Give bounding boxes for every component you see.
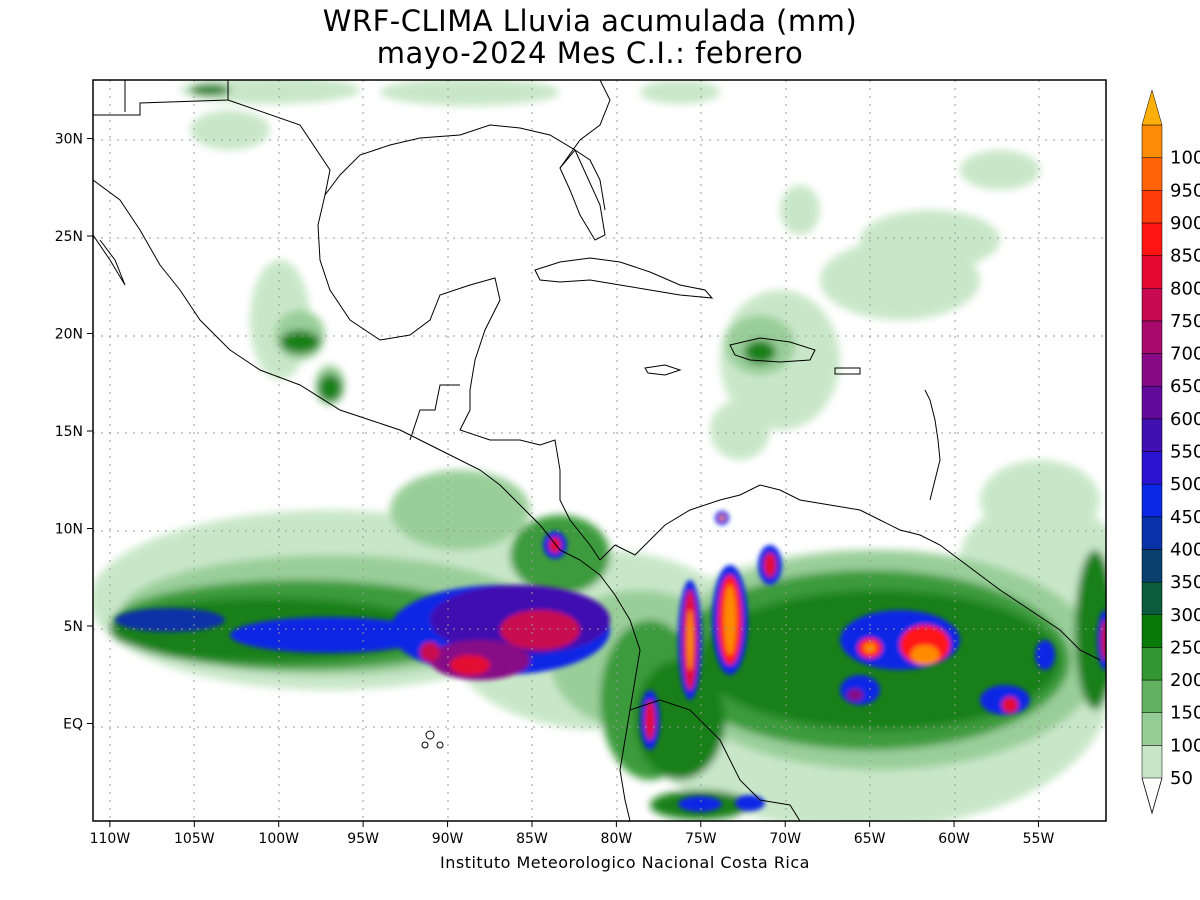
colorbar-segment <box>1141 483 1163 518</box>
colorbar-label: 400 <box>1170 539 1200 560</box>
lon-tick-label: 85W <box>516 831 548 847</box>
lat-tick-label: 25N <box>55 229 83 245</box>
lon-tick-label: 95W <box>347 831 379 847</box>
colorbar-segment <box>1141 320 1163 354</box>
lon-tick-label: 90W <box>432 831 464 847</box>
lat-tick-label: 10N <box>55 522 83 538</box>
colorbar-segment <box>1141 190 1163 224</box>
colorbar-label: 850 <box>1170 246 1200 267</box>
colorbar-segment <box>1141 581 1163 615</box>
colorbar-label: 150 <box>1170 703 1200 724</box>
lon-tick-label: 100W <box>258 831 299 847</box>
colorbar-label: 450 <box>1170 507 1200 528</box>
lat-tick-label: 30N <box>55 132 83 148</box>
colorbar-segment <box>1141 712 1163 746</box>
lat-tick-label: 15N <box>55 424 83 440</box>
colorbar-segment <box>1141 516 1163 550</box>
colorbar-segment <box>1141 222 1163 256</box>
colorbar-segment <box>1141 614 1163 648</box>
colorbar-label: 300 <box>1170 605 1200 626</box>
colorbar-label: 550 <box>1170 442 1200 463</box>
colorbar-segment <box>1141 353 1163 387</box>
plot-frame <box>92 79 1107 822</box>
lon-tick-label: 55W <box>1023 831 1055 847</box>
colorbar-segment <box>1141 549 1163 583</box>
colorbar-label: 600 <box>1170 409 1200 430</box>
latitude-axis: 30N 25N 20N 15N 10N 5N EQ <box>55 132 93 733</box>
colorbar-segment <box>1141 647 1163 681</box>
longitude-axis: 110W 105W 100W 95W 90W 85W 80W 75W 70W 65W 60W 55W <box>90 821 1055 847</box>
colorbar-max-arrow <box>1141 89 1163 126</box>
colorbar-label: 50 <box>1170 768 1193 789</box>
lon-tick-label: 110W <box>90 831 131 847</box>
colorbar-segment <box>1141 385 1163 420</box>
colorbar-segment <box>1141 451 1163 485</box>
colorbar-label: 800 <box>1170 278 1200 299</box>
colorbar-segment <box>1141 255 1163 289</box>
map-grid <box>93 80 1106 821</box>
lon-tick-label: 105W <box>174 831 215 847</box>
colorbar-segment <box>1141 418 1163 452</box>
colorbar-label: 350 <box>1170 572 1200 593</box>
lon-tick-label: 65W <box>854 831 886 847</box>
lat-tick-label: 5N <box>64 619 83 635</box>
credit-text: Instituto Meteorologico Nacional Costa R… <box>440 853 810 872</box>
colorbar-label: 900 <box>1170 213 1200 234</box>
colorbar-label: 700 <box>1170 344 1200 365</box>
colorbar-label: 250 <box>1170 637 1200 658</box>
colorbar-label: 950 <box>1170 180 1200 201</box>
colorbar-label: 750 <box>1170 311 1200 332</box>
colorbar-label: 1000 <box>1170 148 1200 169</box>
lat-tick-label: EQ <box>63 717 83 733</box>
colorbar-segment <box>1141 157 1163 191</box>
coastlines <box>93 80 1101 821</box>
precipitation-field <box>93 80 1106 821</box>
map-title-line1: WRF-CLIMA Lluvia acumulada (mm) <box>322 4 858 38</box>
lon-tick-label: 70W <box>769 831 801 847</box>
colorbar-segment <box>1141 124 1163 158</box>
colorbar-segment <box>1141 745 1163 779</box>
colorbar-label: 500 <box>1170 474 1200 495</box>
colorbar-label: 200 <box>1170 670 1200 691</box>
colorbar-segment <box>1141 679 1163 713</box>
lat-tick-label: 20N <box>55 327 83 343</box>
lon-tick-label: 80W <box>601 831 633 847</box>
lon-tick-label: 60W <box>938 831 970 847</box>
colorbar: 50 100 150 200 250 300 350 400 450 500 550 600 650 70… <box>1141 89 1200 815</box>
lon-tick-label: 75W <box>685 831 717 847</box>
colorbar-min-arrow <box>1141 777 1163 815</box>
colorbar-label: 650 <box>1170 376 1200 397</box>
map-title-line2: mayo-2024 Mes C.I.: febrero <box>376 36 804 70</box>
colorbar-label: 100 <box>1170 735 1200 756</box>
colorbar-segment <box>1141 288 1163 322</box>
